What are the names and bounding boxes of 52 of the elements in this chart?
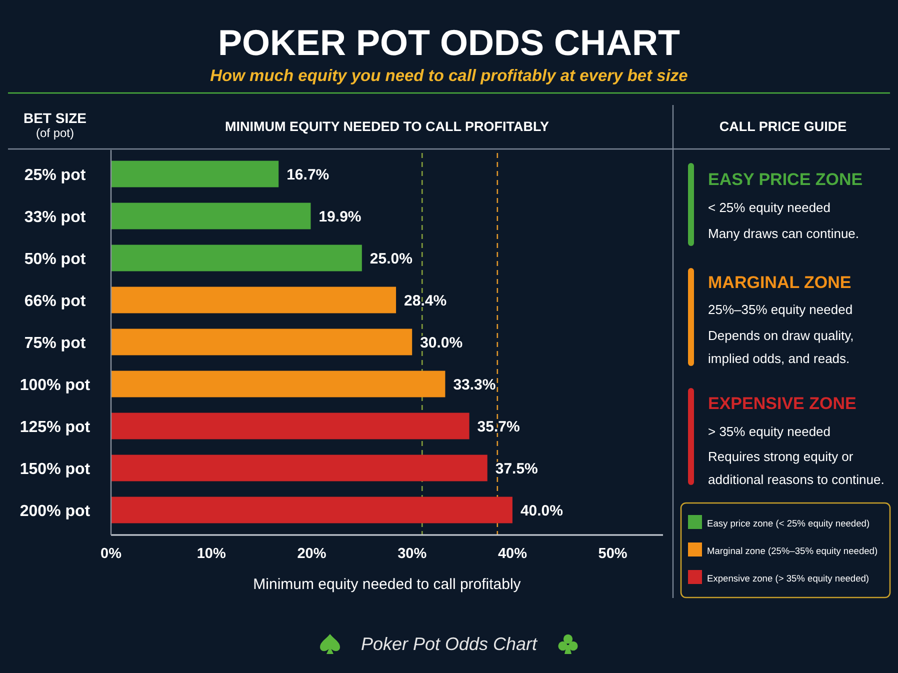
text: 25%–35% equity needed (708, 302, 853, 317)
text: < 25% equity needed (708, 200, 831, 215)
text: Requires strong equity or additional reasons to continue. (708, 449, 884, 487)
bar (111, 160, 279, 188)
y-tick-label: 200% pot (20, 503, 91, 520)
legend-label: Marginal zone (25%–35% equity needed) (707, 546, 878, 556)
x-tick-label: 40% (498, 546, 528, 562)
y-tick-label: 33% pot (24, 209, 86, 226)
x-tick-label: 30% (398, 546, 427, 562)
bar (111, 244, 362, 272)
data-label: 28.4% (404, 292, 447, 310)
bar (111, 454, 488, 482)
data-label: 33.3% (453, 376, 496, 394)
bar (111, 370, 446, 398)
text: EASY PRICE ZONE (708, 170, 863, 189)
y-tick-label: 25% pot (24, 167, 86, 184)
data-label: 40.0% (520, 502, 563, 520)
x-tick-label: 50% (598, 546, 628, 562)
chart-subtitle: How much equity you need to call profitably at every bet size (210, 67, 688, 85)
text: CALL PRICE GUIDE (719, 119, 847, 134)
data-label: 25.0% (370, 250, 412, 268)
text: Depends on draw quality, implied odds, and reads. (708, 328, 854, 366)
bar (111, 202, 311, 230)
y-tick-label: 75% pot (24, 335, 86, 352)
text: > 35% equity needed (708, 424, 831, 439)
y-tick-label: 100% pot (20, 377, 91, 394)
text: Many draws can continue. (708, 226, 860, 241)
y-tick-label: 50% pot (24, 251, 86, 268)
x-tick-label: 20% (297, 546, 326, 562)
text: MARGINAL ZONE (708, 273, 852, 292)
data-label: 16.7% (286, 166, 330, 184)
x-axis-title: Minimum equity needed to call profitably (253, 576, 522, 593)
y-axis-title: BET SIZE (of pot) (23, 110, 87, 140)
bar (111, 328, 412, 356)
y-tick-label: 150% pot (20, 461, 91, 478)
text: EXPENSIVE ZONE (708, 394, 856, 413)
text: MINIMUM EQUITY NEEDED TO CALL PROFITABLY (224, 119, 550, 134)
x-tick-label: 0% (100, 546, 122, 562)
legend-label: Easy price zone (< 25% equity needed) (707, 518, 870, 528)
data-label: 37.5% (495, 460, 538, 478)
data-label: 19.9% (318, 208, 362, 226)
text: Poker Pot Odds Chart (360, 634, 538, 654)
bar (111, 412, 470, 440)
x-tick-label: 10% (196, 546, 226, 562)
data-label: 30.0% (420, 334, 463, 352)
bar (111, 286, 396, 314)
y-tick-label: 66% pot (24, 293, 86, 310)
data-label: 35.7% (477, 418, 520, 436)
chart-title: POKER POT ODDS CHART (218, 22, 680, 63)
legend-label: Expensive zone (> 35% equity needed) (707, 574, 870, 584)
bar (111, 496, 512, 524)
y-tick-label: 125% pot (20, 419, 91, 436)
